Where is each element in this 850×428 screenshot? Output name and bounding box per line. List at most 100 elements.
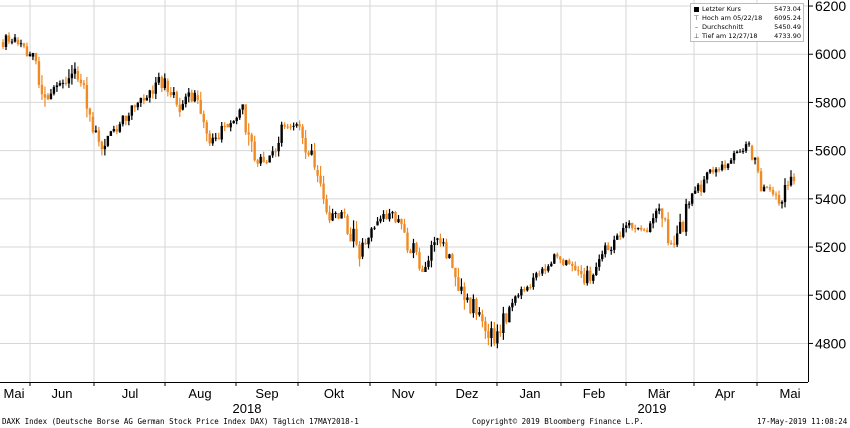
- price-bar-body: [262, 156, 265, 163]
- price-bar-body: [280, 124, 283, 143]
- price-bar-body: [298, 124, 301, 127]
- price-bar: [568, 258, 571, 265]
- price-bar: [190, 89, 193, 103]
- price-bar: [370, 227, 373, 242]
- price-bar: [1, 39, 5, 50]
- price-bar-body: [214, 137, 217, 139]
- price-bar: [49, 88, 53, 100]
- price-bar-body: [253, 141, 256, 161]
- price-bar-body: [10, 41, 14, 43]
- price-bar-body: [205, 122, 208, 134]
- price-bar: [67, 69, 71, 88]
- price-bar-body: [642, 229, 646, 231]
- price-bar: [583, 267, 586, 286]
- price-bar: [744, 141, 748, 153]
- x-axis-month-labels: Mai Jun Jul Aug Sep Okt Nov Dez Jan Feb Mär Apr Mai: [4, 386, 801, 401]
- price-bar-body: [286, 126, 289, 128]
- price-bar-body: [190, 92, 193, 102]
- price-bar: [771, 186, 775, 197]
- price-bar-body: [112, 129, 116, 132]
- price-bar: [580, 265, 583, 278]
- price-bar: [154, 77, 158, 100]
- price-bar: [502, 306, 505, 340]
- price-bar: [484, 316, 487, 339]
- price-bar-body: [526, 287, 529, 291]
- price-bar-body: [118, 124, 122, 132]
- price-bar-body: [22, 43, 26, 47]
- price-bar: [517, 293, 520, 299]
- price-bar-body: [313, 150, 316, 168]
- price-bar: [334, 211, 337, 219]
- price-bar: [592, 273, 595, 284]
- price-bar: [169, 87, 172, 98]
- price-bar: [457, 267, 460, 292]
- price-bar: [160, 75, 163, 93]
- price-bar-body: [538, 273, 541, 275]
- price-bar: [91, 112, 95, 134]
- price-bar-body: [364, 242, 367, 245]
- price-bar: [598, 254, 601, 271]
- price-bar-body: [502, 313, 505, 334]
- y-axis-tick-label: 6000: [815, 46, 846, 62]
- price-bar: [639, 225, 643, 232]
- price-bar-body: [636, 227, 640, 229]
- price-bar: [259, 153, 262, 167]
- price-bar-body: [388, 213, 391, 220]
- price-bar: [82, 79, 86, 89]
- price-bar: [73, 62, 77, 79]
- price-bar-body: [678, 222, 682, 234]
- price-bar-body: [124, 115, 128, 121]
- price-bar-body: [541, 268, 544, 274]
- price-bar-body: [699, 184, 703, 193]
- price-bar-body: [76, 71, 80, 80]
- price-bar: [121, 115, 125, 127]
- x-axis-year-label: 2019: [638, 401, 667, 416]
- price-bar: [547, 264, 550, 273]
- price-bar-body: [517, 295, 520, 297]
- price-bar-body: [535, 273, 538, 278]
- price-bar: [355, 220, 358, 246]
- price-bar: [460, 278, 463, 295]
- price-bar: [193, 90, 196, 103]
- price-bar-body: [613, 239, 616, 250]
- price-bar: [616, 233, 619, 240]
- legend-label: Durchschnitt: [702, 23, 744, 31]
- price-bar-body: [436, 238, 439, 240]
- price-bar-body: [753, 157, 757, 160]
- x-axis-month-label: Apr: [715, 386, 736, 401]
- price-bar: [508, 305, 511, 323]
- price-bar: [58, 80, 62, 87]
- price-bar-body: [741, 150, 745, 152]
- price-bar: [702, 175, 706, 193]
- price-bar: [70, 65, 74, 85]
- price-bar-body: [735, 151, 739, 154]
- price-bar: [768, 184, 772, 193]
- price-bar-body: [52, 87, 56, 94]
- price-bar: [403, 218, 406, 233]
- price-bar: [415, 241, 418, 256]
- price-bar-body: [568, 260, 571, 264]
- legend-row-high: ⊤ Hoch am 05/22/18 6095.24: [693, 14, 801, 23]
- price-bar-body: [115, 129, 119, 132]
- price-bar-body: [759, 171, 763, 192]
- price-bar: [352, 220, 355, 248]
- price-bar: [229, 120, 232, 132]
- price-bar: [19, 39, 23, 48]
- price-bar: [666, 212, 670, 246]
- price-bar: [214, 132, 217, 142]
- price-bar: [133, 104, 137, 112]
- price-bar: [523, 286, 526, 293]
- price-bar: [753, 157, 757, 165]
- price-bar-body: [705, 172, 709, 180]
- price-bar-body: [559, 256, 562, 260]
- price-bar-body: [424, 266, 427, 273]
- price-bar: [759, 167, 763, 192]
- price-bar: [61, 79, 65, 89]
- price-bar-body: [550, 263, 553, 267]
- price-bar: [349, 227, 352, 242]
- legend-label: Tief am 12/27/18: [702, 32, 758, 40]
- price-bar: [286, 123, 289, 130]
- price-bar: [223, 122, 226, 132]
- price-bar: [7, 32, 11, 44]
- price-bar-body: [696, 184, 700, 191]
